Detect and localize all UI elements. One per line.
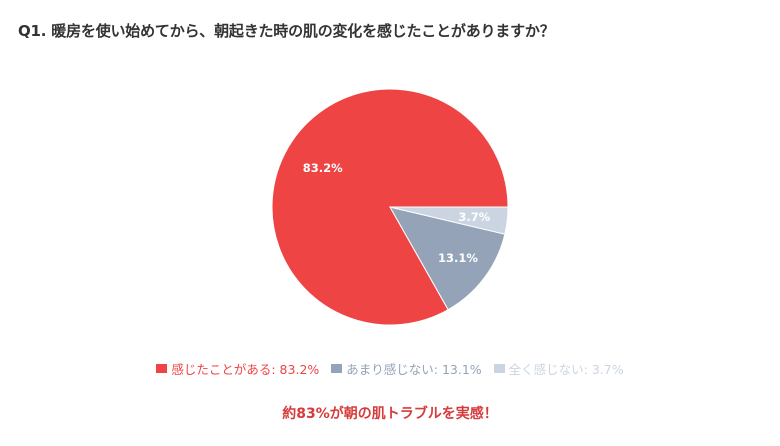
annotation: 約83%が朝の肌トラブルを実感！ (282, 406, 498, 422)
legend-item-1[interactable]: あまり感じない: 13.1% (331, 359, 482, 378)
legend-item-2[interactable]: 全く感じない: 3.7% (493, 359, 624, 378)
legend-label: 感じたことがある: 83.2% (171, 362, 320, 377)
legend-swatch (331, 364, 343, 373)
legend-label: あまり感じない: 13.1% (346, 362, 482, 377)
data-label-1: 13.1% (438, 251, 478, 265)
data-label-0: 83.2% (303, 161, 343, 175)
legend-item-0[interactable]: 感じたことがある: 83.2% (156, 359, 319, 378)
legend-label: 全く感じない: 3.7% (508, 362, 624, 377)
legend: 感じたことがある: 83.2% あまり感じない: 13.1% 全く感じない: 3… (0, 359, 780, 378)
pie-slice-1[interactable] (389, 206, 506, 311)
pie-slice-0[interactable] (271, 88, 509, 326)
pie-slice-2[interactable] (389, 206, 509, 235)
data-label-2: 3.7% (458, 210, 490, 224)
chart-title: Q1. 暖房を使い始めてから、朝起きた時の肌の変化を感じたことがありますか？ (18, 22, 555, 40)
legend-swatch (493, 364, 505, 373)
legend-swatch (156, 364, 168, 373)
